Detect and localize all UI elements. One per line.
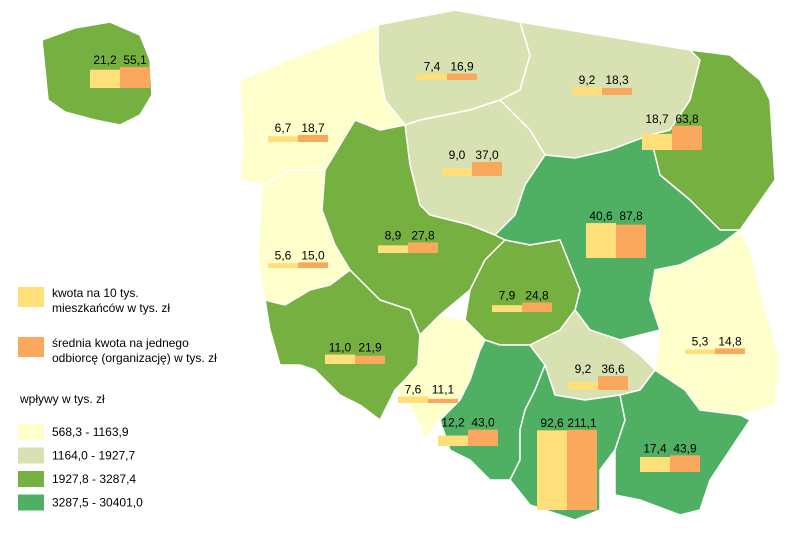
value-label: 6,7 <box>275 121 292 135</box>
region <box>614 369 751 516</box>
legend-swatch <box>18 424 44 440</box>
value-label: 21,2 <box>93 53 117 67</box>
value-label: 36,6 <box>601 362 625 376</box>
bar <box>642 133 672 150</box>
value-label: 7,6 <box>405 382 422 396</box>
value-label: 43,0 <box>471 416 495 430</box>
value-label: 18,7 <box>645 112 669 126</box>
legend-swatch <box>18 287 44 307</box>
value-label: 11,0 <box>329 341 352 355</box>
bar <box>298 134 328 142</box>
bar <box>438 435 468 446</box>
legend-label: średnia kwota na jednego <box>52 336 189 350</box>
bar <box>602 88 632 95</box>
value-label: 9,2 <box>579 73 596 87</box>
value-label: 92,6 <box>540 416 564 430</box>
value-label: 24,8 <box>525 289 549 303</box>
bar <box>640 457 670 472</box>
value-label: 43,9 <box>673 441 697 455</box>
bar <box>428 398 458 403</box>
bar <box>586 223 616 258</box>
value-label: 17,4 <box>643 441 667 455</box>
bar <box>355 355 385 364</box>
legend-label: 568,3 - 1163,9 <box>52 425 129 439</box>
bar <box>715 348 745 354</box>
legend-title: wpływy w tys. zł <box>19 392 105 406</box>
legend-swatch <box>18 447 44 464</box>
value-label: 9,0 <box>449 148 466 162</box>
value-label: 27,8 <box>411 228 435 242</box>
legend-label: 1164,0 - 1927,7 <box>52 449 136 463</box>
legend-label: 1927,8 - 3287,4 <box>52 472 136 486</box>
value-label: 37,0 <box>475 148 499 162</box>
bar <box>90 69 120 88</box>
bar <box>417 73 447 80</box>
value-label: 21,9 <box>358 341 382 355</box>
bar <box>537 430 567 510</box>
bar <box>522 302 552 312</box>
value-label: 7,9 <box>499 289 516 303</box>
value-label: 8,9 <box>385 228 402 242</box>
bar <box>568 382 598 390</box>
value-label: 5,6 <box>275 248 292 262</box>
value-label: 9,2 <box>575 362 592 376</box>
bar <box>567 429 597 510</box>
legend-swatch <box>18 471 44 487</box>
bar <box>468 429 498 446</box>
value-label: 11,1 <box>432 382 455 396</box>
legend-label: kwota na 10 tys. <box>52 286 139 300</box>
bar <box>492 305 522 312</box>
value-label: 7,4 <box>424 60 441 74</box>
value-label: 14,8 <box>718 334 742 348</box>
bar <box>685 349 715 354</box>
bar <box>447 73 477 80</box>
bar <box>616 224 646 258</box>
value-label: 18,3 <box>605 73 629 87</box>
value-label: 40,6 <box>589 209 613 223</box>
value-label: 55,1 <box>123 53 147 67</box>
bar <box>378 245 408 253</box>
region <box>649 229 781 416</box>
bar <box>598 376 628 390</box>
legend-swatch <box>18 337 44 357</box>
value-label: 5,3 <box>692 334 709 348</box>
value-label: 211,1 <box>567 416 596 430</box>
bar <box>572 87 602 95</box>
bar <box>442 168 472 176</box>
bar <box>408 242 438 253</box>
legend-swatch <box>18 494 44 511</box>
bar <box>268 136 298 142</box>
bar <box>670 455 700 472</box>
bar <box>472 161 502 176</box>
bar <box>672 125 702 150</box>
value-label: 16,9 <box>450 60 474 74</box>
value-label: 12,2 <box>441 416 465 430</box>
legend-label: mieszkańców w tys. zł <box>52 301 170 315</box>
value-label: 87,8 <box>619 209 643 223</box>
legend-label: odbiorcę (organizację) w tys. zł <box>52 351 217 365</box>
value-label: 15,0 <box>301 248 325 262</box>
bar <box>298 262 328 268</box>
legend-label: 3287,5 - 30401,0 <box>52 496 143 510</box>
bar <box>325 354 355 364</box>
value-label: 63,8 <box>675 112 699 126</box>
bar <box>268 263 298 268</box>
bar <box>120 67 150 88</box>
bar <box>398 396 428 403</box>
value-label: 18,7 <box>301 121 325 135</box>
